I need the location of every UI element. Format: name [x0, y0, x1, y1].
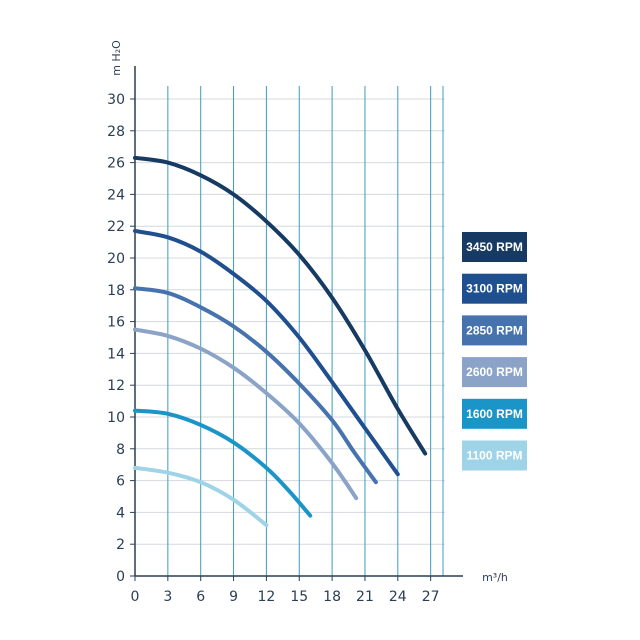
y-tick-label: 4 [116, 505, 125, 521]
y-tick-label: 22 [107, 219, 125, 235]
series-line-3450-rpm [133, 155, 428, 456]
x-axis-label: m³/h [482, 571, 508, 584]
y-tick-label: 10 [107, 410, 125, 426]
legend-label-2600-rpm: 2600 RPM [466, 365, 523, 379]
series-line-2600-rpm [133, 327, 359, 501]
series-line-3100-rpm [133, 228, 400, 477]
axes-layer [130, 66, 463, 581]
legend-label-1600-rpm: 1600 RPM [466, 407, 523, 421]
y-tick-label: 20 [107, 251, 125, 267]
legend-label-2850-rpm: 2850 RPM [466, 323, 523, 337]
legend-label-1100-rpm: 1100 RPM [466, 449, 522, 463]
x-tick-label: 0 [131, 589, 140, 605]
x-tick-label: 12 [257, 589, 275, 605]
legend-label-3450-rpm: 3450 RPM [466, 240, 523, 254]
legend-swatch-2600-rpm [462, 357, 527, 388]
legend-swatch-2850-rpm [462, 315, 527, 346]
legend: 3450 RPM 3100 RPM 2850 RPM 2600 RPM 1600 RPM… [462, 232, 527, 471]
legend-label-3100-rpm: 3100 RPM [466, 282, 523, 296]
legend-swatch-3100-rpm [462, 273, 527, 304]
legend-swatch-1100-rpm [462, 440, 527, 471]
series-layer [133, 155, 428, 528]
x-tick-label: 9 [229, 589, 238, 605]
x-tick-label: 21 [356, 589, 374, 605]
x-tick-label: 6 [196, 589, 205, 605]
legend-swatch-1600-rpm [462, 398, 527, 429]
series-line-1100-rpm [133, 465, 269, 528]
x-tick-label: 15 [290, 589, 308, 605]
y-tick-label: 0 [116, 569, 125, 585]
y-tick-label: 26 [107, 156, 125, 172]
x-tick-label: 24 [389, 589, 407, 605]
series-line-2850-rpm [133, 286, 378, 485]
y-tick-label: 2 [116, 537, 125, 553]
x-tick-label: 18 [323, 589, 341, 605]
y-tick-label: 16 [107, 315, 125, 331]
x-tick-label: 27 [422, 589, 440, 605]
y-tick-label: 18 [107, 283, 125, 299]
y-tick-label: 28 [107, 124, 125, 140]
series-line-1600-rpm [133, 408, 313, 518]
y-tick-label: 6 [116, 474, 125, 490]
x-tick-label: 3 [163, 589, 172, 605]
grid-layer [135, 86, 445, 576]
y-tick-label: 14 [107, 346, 125, 362]
y-tick-label: 30 [107, 92, 125, 108]
y-tick-label: 12 [107, 378, 125, 394]
y-tick-label: 8 [116, 442, 125, 458]
y-axis-label: m H₂O [110, 40, 123, 76]
y-tick-label: 24 [107, 187, 125, 203]
legend-swatch-3450-rpm [462, 232, 527, 262]
